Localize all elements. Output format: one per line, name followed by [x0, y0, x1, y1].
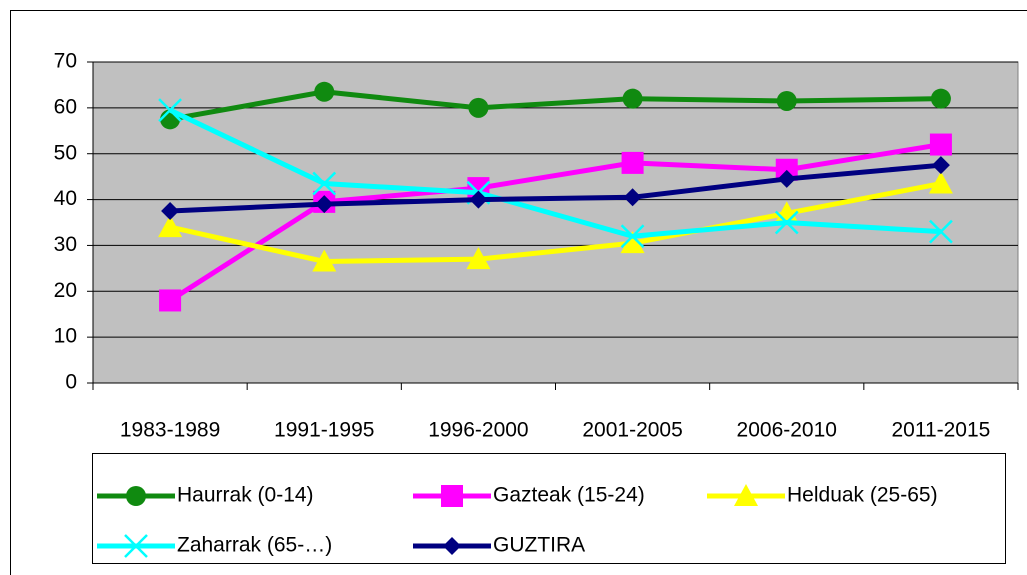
y-tick-label: 40	[54, 187, 77, 210]
x-tick-label: 1996-2000	[428, 419, 528, 442]
legend-box	[92, 453, 1006, 564]
data-point	[775, 158, 798, 181]
series-line	[169, 162, 942, 214]
legend-marker	[734, 484, 758, 506]
series-line	[169, 107, 942, 239]
data-point	[928, 171, 953, 194]
y-tick-label: 20	[54, 279, 77, 302]
legend-label: Gazteak (15-24)	[493, 484, 645, 507]
data-point	[314, 81, 335, 102]
data-point	[929, 133, 952, 156]
data-point	[774, 210, 799, 235]
series-line	[169, 89, 941, 122]
x-tick-label: 1991-1995	[274, 419, 374, 442]
y-tick-label: 60	[54, 95, 77, 118]
series-line	[169, 181, 942, 264]
legend-marker	[443, 537, 461, 555]
y-tick-label: 0	[65, 371, 77, 394]
data-point	[161, 202, 180, 221]
legend-label: Helduak (25-65)	[787, 484, 938, 507]
y-tick-label: 30	[54, 233, 77, 256]
data-point	[623, 188, 642, 207]
data-point	[620, 224, 645, 249]
x-tick-label: 2001-2005	[582, 419, 682, 442]
data-point	[466, 247, 491, 270]
data-point	[622, 88, 643, 109]
legend-marker	[126, 486, 146, 506]
data-point	[158, 98, 182, 123]
data-point	[930, 88, 951, 109]
legend-marker	[124, 534, 148, 558]
data-point	[931, 156, 950, 175]
data-point	[776, 90, 797, 111]
y-tick-label: 10	[54, 325, 77, 348]
data-point	[468, 97, 489, 118]
legend-label: Zaharrak (65-…)	[177, 534, 332, 557]
data-point	[159, 289, 182, 312]
data-point	[621, 151, 644, 174]
x-tick-label: 2006-2010	[737, 419, 837, 442]
legend-label: Haurrak (0-14)	[177, 484, 314, 507]
series-line	[168, 142, 942, 303]
x-tick-label: 1983-1989	[120, 419, 220, 442]
data-point	[469, 190, 488, 209]
y-tick-label: 70	[54, 50, 77, 73]
data-point	[158, 215, 183, 238]
data-point	[929, 219, 953, 244]
data-point	[312, 171, 337, 196]
legend-label: GUZTIRA	[493, 534, 585, 557]
data-point	[777, 169, 796, 188]
data-point	[312, 249, 337, 272]
y-tick-label: 50	[54, 141, 77, 164]
legend-marker	[441, 485, 463, 507]
data-point	[620, 231, 645, 254]
data-point	[315, 195, 334, 214]
plot-area	[92, 61, 1019, 384]
x-tick-label: 2011-2015	[891, 419, 990, 442]
